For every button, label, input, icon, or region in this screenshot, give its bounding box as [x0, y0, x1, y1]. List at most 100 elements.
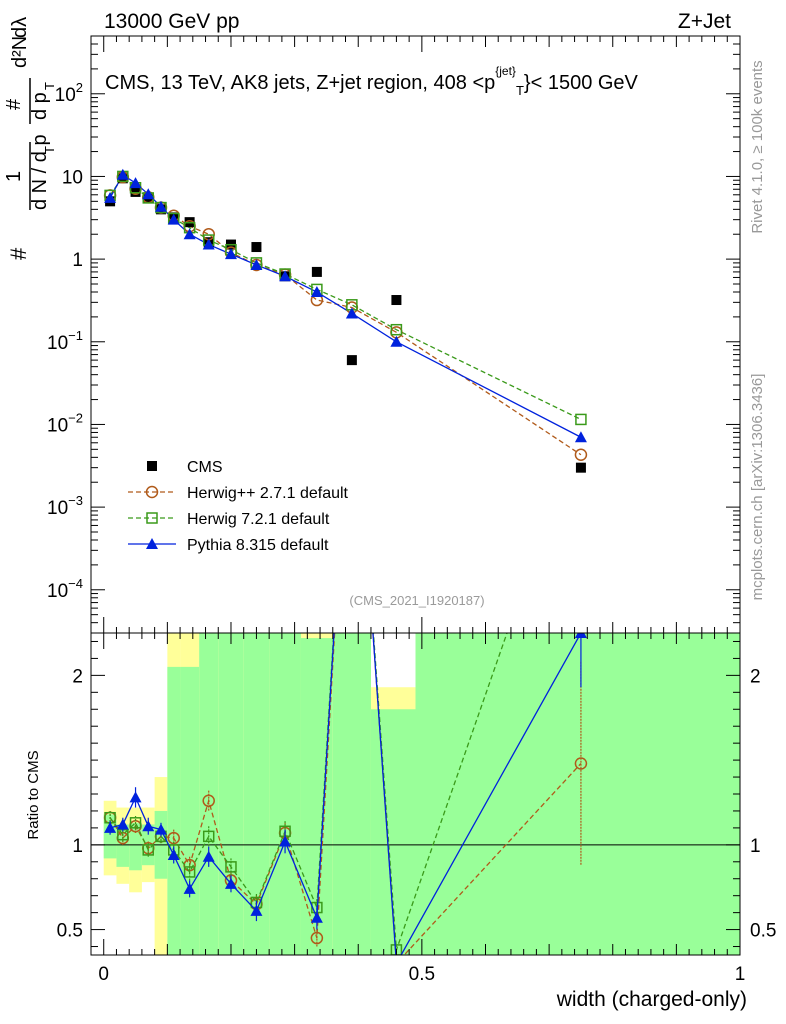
main-data-point: [104, 191, 117, 203]
main-y-tick-label: 102: [55, 80, 83, 106]
ratio-data-point: [154, 823, 167, 835]
main-data-point: [154, 200, 167, 212]
main-y-label-part: T: [42, 146, 57, 154]
ratio-data-point: [310, 911, 323, 923]
main-y-label-part: #: [3, 98, 25, 110]
legend-label: Pythia 8.315 default: [187, 537, 329, 554]
main-data-point: [129, 177, 142, 189]
legend-marker: [147, 461, 157, 471]
ratio-data-point: [104, 821, 117, 833]
legend: CMS Herwig++ 2.7.1 default Herwig 7.2.1 de…: [128, 459, 349, 554]
mcplots-label: mcplots.cern.ch [arXiv:1306.3436]: [749, 374, 766, 601]
x-tick-label: 0: [98, 964, 109, 985]
main-data-point: [575, 462, 586, 473]
ratio-data-point: [142, 820, 155, 832]
ratio-data-point: [347, 331, 357, 341]
main-y-tick-label: 10−3: [47, 493, 83, 519]
ratio-data-point: [202, 830, 215, 843]
main-data-point: [167, 213, 180, 225]
ratio-data-point: [202, 794, 215, 808]
main-data-point: [574, 431, 587, 443]
ratio-data-point: [250, 904, 263, 916]
ratio-y-tick-label: 1: [72, 836, 83, 857]
rivet-version-label: Rivet 4.1.0, ≥ 100k events: [749, 60, 766, 233]
ratio-series-line: [109, 633, 508, 951]
x-tick-label: 1: [735, 964, 746, 985]
ratio-y-tick-label: 0.5: [57, 921, 83, 942]
main-data-point: [251, 242, 262, 253]
ratio-data-point: [116, 818, 129, 830]
main-data-point: [310, 286, 323, 298]
main-data-point: [183, 228, 196, 240]
main-data-point: [311, 266, 322, 277]
main-data-point: [202, 238, 215, 250]
main-panel: 10−4 10−3 10−2 10−1 1 10 102 CMS, 13 TeV, AK8 …: [3, 17, 741, 634]
ratio-band-green: [269, 633, 301, 955]
header-energy-label: 13000 GeV pp: [104, 10, 239, 33]
main-y-tick-label: 10: [62, 167, 83, 188]
main-y-label-part: #: [6, 247, 31, 260]
ratio-data-point: [574, 633, 587, 638]
main-y-label-part: d²N: [9, 36, 31, 68]
main-y-tick-label: 10−2: [47, 410, 83, 436]
legend-label: Herwig++ 2.7.1 default: [187, 485, 349, 502]
ratio-band-green: [103, 814, 117, 859]
main-y-label-part: dλ: [9, 17, 31, 38]
ratio-data-point: [279, 835, 292, 847]
ratio-data-point: [224, 877, 237, 889]
ratio-y-tick-label-right: 2: [750, 666, 761, 687]
main-y-tick-label: 10−1: [47, 328, 83, 354]
ratio-data-point: [346, 331, 357, 342]
ratio-data-point: [142, 844, 155, 856]
main-y-label-part: T: [42, 82, 57, 90]
main-y-tick-label: 10−4: [47, 576, 83, 602]
main-y-label-part: d p: [29, 92, 51, 120]
main-data-point: [390, 335, 403, 347]
ratio-band-green: [167, 666, 181, 955]
legend-label: CMS: [187, 459, 223, 476]
ratio-y-tick-label: 2: [72, 666, 83, 687]
ratio-data-point: [183, 882, 196, 894]
ratio-data-point: [129, 817, 142, 829]
ratio-panel: 0.5 0.5 1 1 2 2 0 0.5 1 Ratio to CMS width (cha…: [25, 330, 776, 1011]
main-series-line: [109, 175, 582, 421]
main-y-axis-label: # 1/(d N / d pT) #/(d pT) d²N/dλ#1d N / …: [3, 17, 57, 260]
watermark-analysis-id: (CMS_2021_I1920187): [349, 593, 484, 608]
main-data-point: [346, 355, 357, 366]
ratio-data-point: [129, 791, 142, 803]
main-data-point: [224, 248, 237, 260]
main-data-point: [391, 295, 402, 306]
main-data-point: [390, 323, 403, 336]
main-data-point: [575, 413, 587, 426]
ratio-data-point: [310, 931, 324, 945]
ratio-band-green: [415, 633, 740, 955]
ratio-data-point: [346, 330, 358, 341]
ratio-data-point: [167, 831, 180, 845]
main-data-point: [116, 168, 129, 180]
ratio-y-tick-label-right: 1: [750, 836, 761, 857]
main-y-label-part: 1: [3, 171, 25, 182]
ratio-data-point: [574, 757, 588, 770]
legend-label: Herwig 7.2.1 default: [187, 511, 330, 528]
main-data-point: [130, 186, 141, 197]
ratio-y-axis-label: Ratio to CMS: [25, 750, 42, 839]
legend-marker: [145, 485, 159, 499]
x-tick-label: 0.5: [409, 964, 435, 985]
ratio-data-point: [202, 850, 215, 862]
legend-marker: [146, 512, 158, 524]
header-process-label: Z+Jet: [678, 10, 731, 33]
ratio-band-green: [332, 633, 371, 955]
main-title: CMS, 13 TeV, AK8 jets, Z+jet region, 408…: [105, 64, 639, 98]
main-y-label-part: d N / d p: [29, 134, 51, 210]
main-data-point: [142, 188, 155, 200]
ratio-y-tick-label-right: 0.5: [750, 921, 776, 942]
main-data-point: [345, 307, 358, 319]
ratio-band-green: [180, 666, 200, 955]
ratio-data-point: [390, 957, 402, 968]
ratio-data-point: [167, 849, 180, 861]
x-axis-label: width (charged-only): [556, 988, 747, 1011]
ratio-data-point: [183, 866, 196, 878]
main-data-point: [250, 258, 263, 270]
ratio-band-green: [129, 822, 142, 871]
